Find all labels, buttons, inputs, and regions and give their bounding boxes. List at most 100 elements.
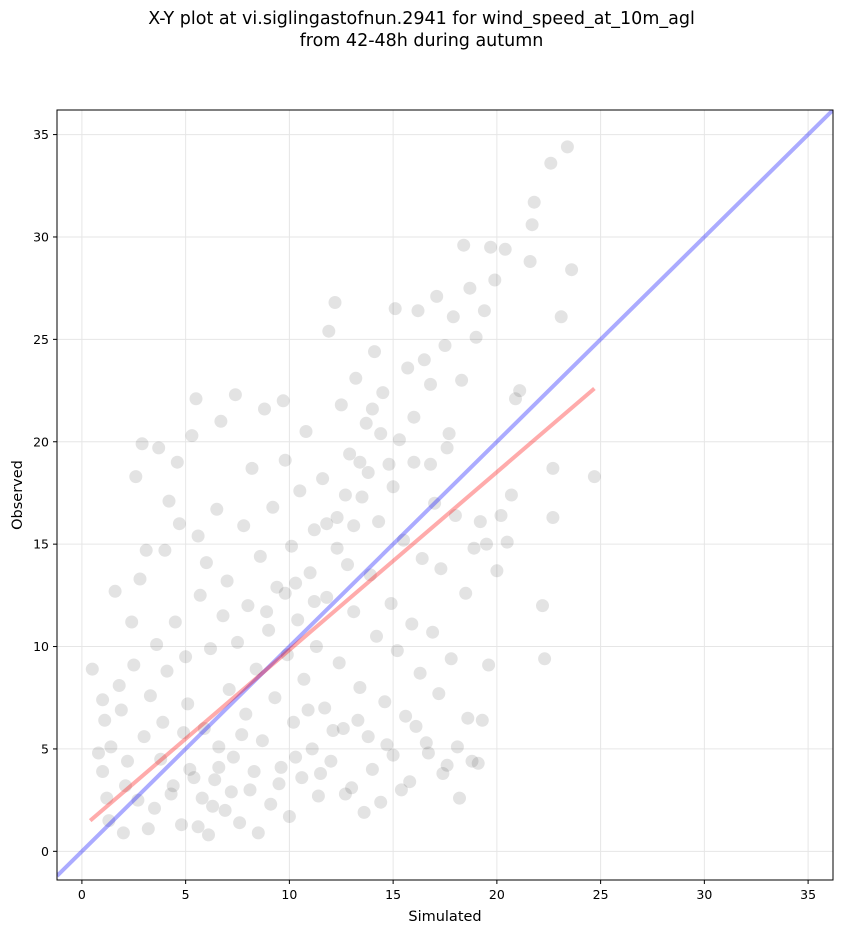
data-point	[484, 240, 498, 254]
data-point	[220, 574, 234, 588]
data-point	[291, 613, 305, 627]
data-point	[224, 785, 238, 799]
data-point	[272, 777, 286, 791]
data-point	[428, 496, 442, 510]
data-point	[467, 541, 481, 555]
data-point	[338, 787, 352, 801]
data-point	[394, 783, 408, 797]
data-point	[135, 437, 149, 451]
data-point	[544, 156, 558, 170]
data-point	[347, 605, 361, 619]
data-point	[92, 746, 105, 760]
data-point	[311, 789, 325, 803]
data-point	[413, 666, 427, 680]
data-point	[320, 590, 334, 604]
data-point	[133, 572, 147, 586]
data-point	[137, 730, 151, 744]
data-point	[338, 488, 352, 502]
data-point	[448, 509, 462, 522]
data-point	[376, 386, 390, 400]
data-point	[276, 394, 290, 408]
data-point	[475, 713, 489, 727]
data-point	[166, 779, 180, 793]
data-point	[282, 810, 296, 823]
data-point	[295, 771, 309, 785]
data-point	[438, 339, 452, 352]
data-point	[307, 595, 321, 608]
data-point	[384, 597, 398, 610]
data-point	[318, 701, 332, 715]
data-point	[482, 658, 496, 672]
data-point	[129, 470, 143, 484]
data-point	[119, 779, 132, 793]
data-point	[480, 537, 493, 551]
data-point	[525, 218, 539, 232]
data-point	[587, 470, 601, 484]
data-point	[386, 748, 400, 762]
data-point	[415, 552, 429, 565]
y-tick-label: 15	[33, 537, 49, 552]
data-point	[222, 683, 236, 696]
data-point	[488, 273, 502, 287]
data-point	[102, 814, 116, 828]
data-point	[382, 457, 396, 471]
data-point	[309, 640, 323, 653]
data-point	[341, 558, 354, 572]
data-point	[409, 719, 423, 733]
data-point	[121, 754, 134, 768]
data-point	[424, 457, 437, 471]
data-point	[301, 703, 315, 717]
data-point	[228, 388, 242, 402]
data-point	[305, 742, 319, 756]
y-tick-label: 25	[33, 332, 49, 347]
data-point	[353, 681, 367, 694]
data-point	[546, 511, 560, 524]
data-point	[202, 828, 215, 842]
data-point	[328, 296, 342, 309]
data-point	[303, 566, 317, 580]
data-point	[210, 502, 224, 516]
data-point	[278, 453, 292, 467]
data-point	[565, 263, 579, 277]
data-point	[432, 687, 446, 701]
data-point	[289, 576, 303, 590]
data-point	[426, 625, 440, 639]
data-point	[139, 543, 153, 557]
data-point	[148, 801, 161, 815]
data-point	[260, 605, 274, 619]
data-point	[334, 398, 348, 412]
data-point	[307, 523, 321, 537]
identity-line	[57, 110, 833, 878]
data-point	[417, 353, 431, 367]
data-point	[388, 302, 402, 316]
data-point	[440, 758, 454, 772]
data-point	[168, 615, 182, 629]
data-point	[523, 255, 537, 268]
data-point	[324, 754, 338, 768]
data-point	[264, 797, 278, 811]
data-point	[195, 791, 209, 805]
data-point	[380, 738, 394, 752]
data-point	[361, 730, 375, 744]
data-point	[212, 740, 226, 754]
data-point	[322, 324, 336, 338]
data-point	[96, 693, 110, 707]
data-point	[513, 384, 527, 398]
data-point	[262, 623, 276, 637]
data-point	[477, 304, 491, 318]
data-point	[116, 826, 130, 840]
regression-line	[88, 386, 596, 823]
data-point	[374, 795, 388, 809]
data-point	[442, 427, 456, 441]
data-points	[85, 140, 601, 842]
y-tick-label: 0	[41, 844, 49, 859]
data-point	[359, 416, 373, 430]
data-point	[185, 429, 199, 443]
data-point	[104, 740, 118, 754]
data-point	[494, 509, 508, 522]
data-point	[108, 584, 122, 598]
data-point	[299, 425, 313, 438]
data-point	[378, 695, 392, 709]
data-point	[330, 541, 344, 555]
